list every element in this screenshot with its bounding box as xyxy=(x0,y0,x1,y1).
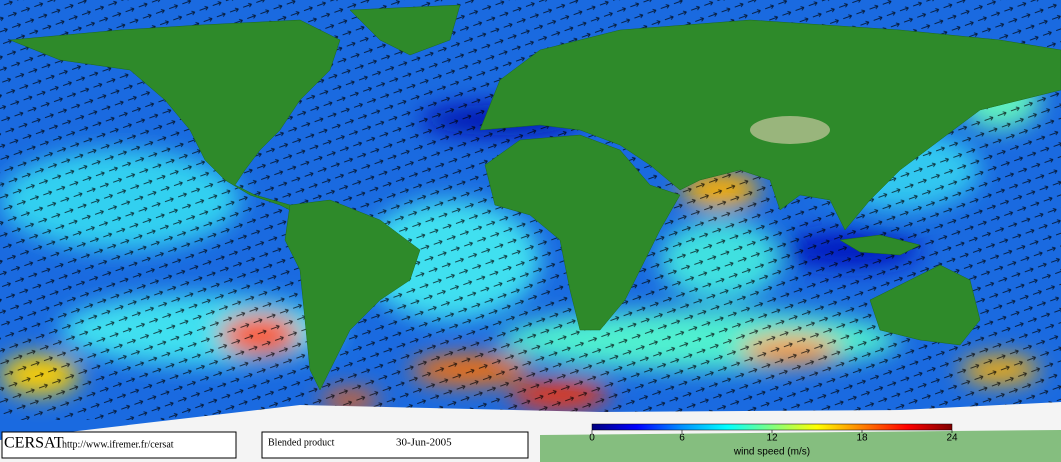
colorbar-tick-label: 24 xyxy=(946,433,958,444)
footer: CERSAT http://www.ifremer.fr/cersat Blen… xyxy=(1,431,529,459)
product-box xyxy=(261,431,529,459)
land-strip xyxy=(540,430,1061,462)
colorbar-tick-label: 0 xyxy=(589,433,595,444)
plateau xyxy=(750,116,830,144)
colorbar-tick-label: 18 xyxy=(856,433,868,444)
date: 30-Jun-2005 xyxy=(396,437,452,449)
colorbar-tick-label: 6 xyxy=(679,433,685,444)
logo: CERSAT xyxy=(4,435,64,452)
colorbar-ramp xyxy=(591,423,953,431)
product: Blended product xyxy=(268,437,335,448)
logo-box xyxy=(1,431,237,459)
url: http://www.ifremer.fr/cersat xyxy=(62,439,174,450)
colorbar-tick-label: 12 xyxy=(766,433,778,444)
colorbar: wind speed (m/s) 0 6 12 18 24 xyxy=(589,423,958,458)
colorbar-label: wind speed (m/s) xyxy=(733,447,810,458)
